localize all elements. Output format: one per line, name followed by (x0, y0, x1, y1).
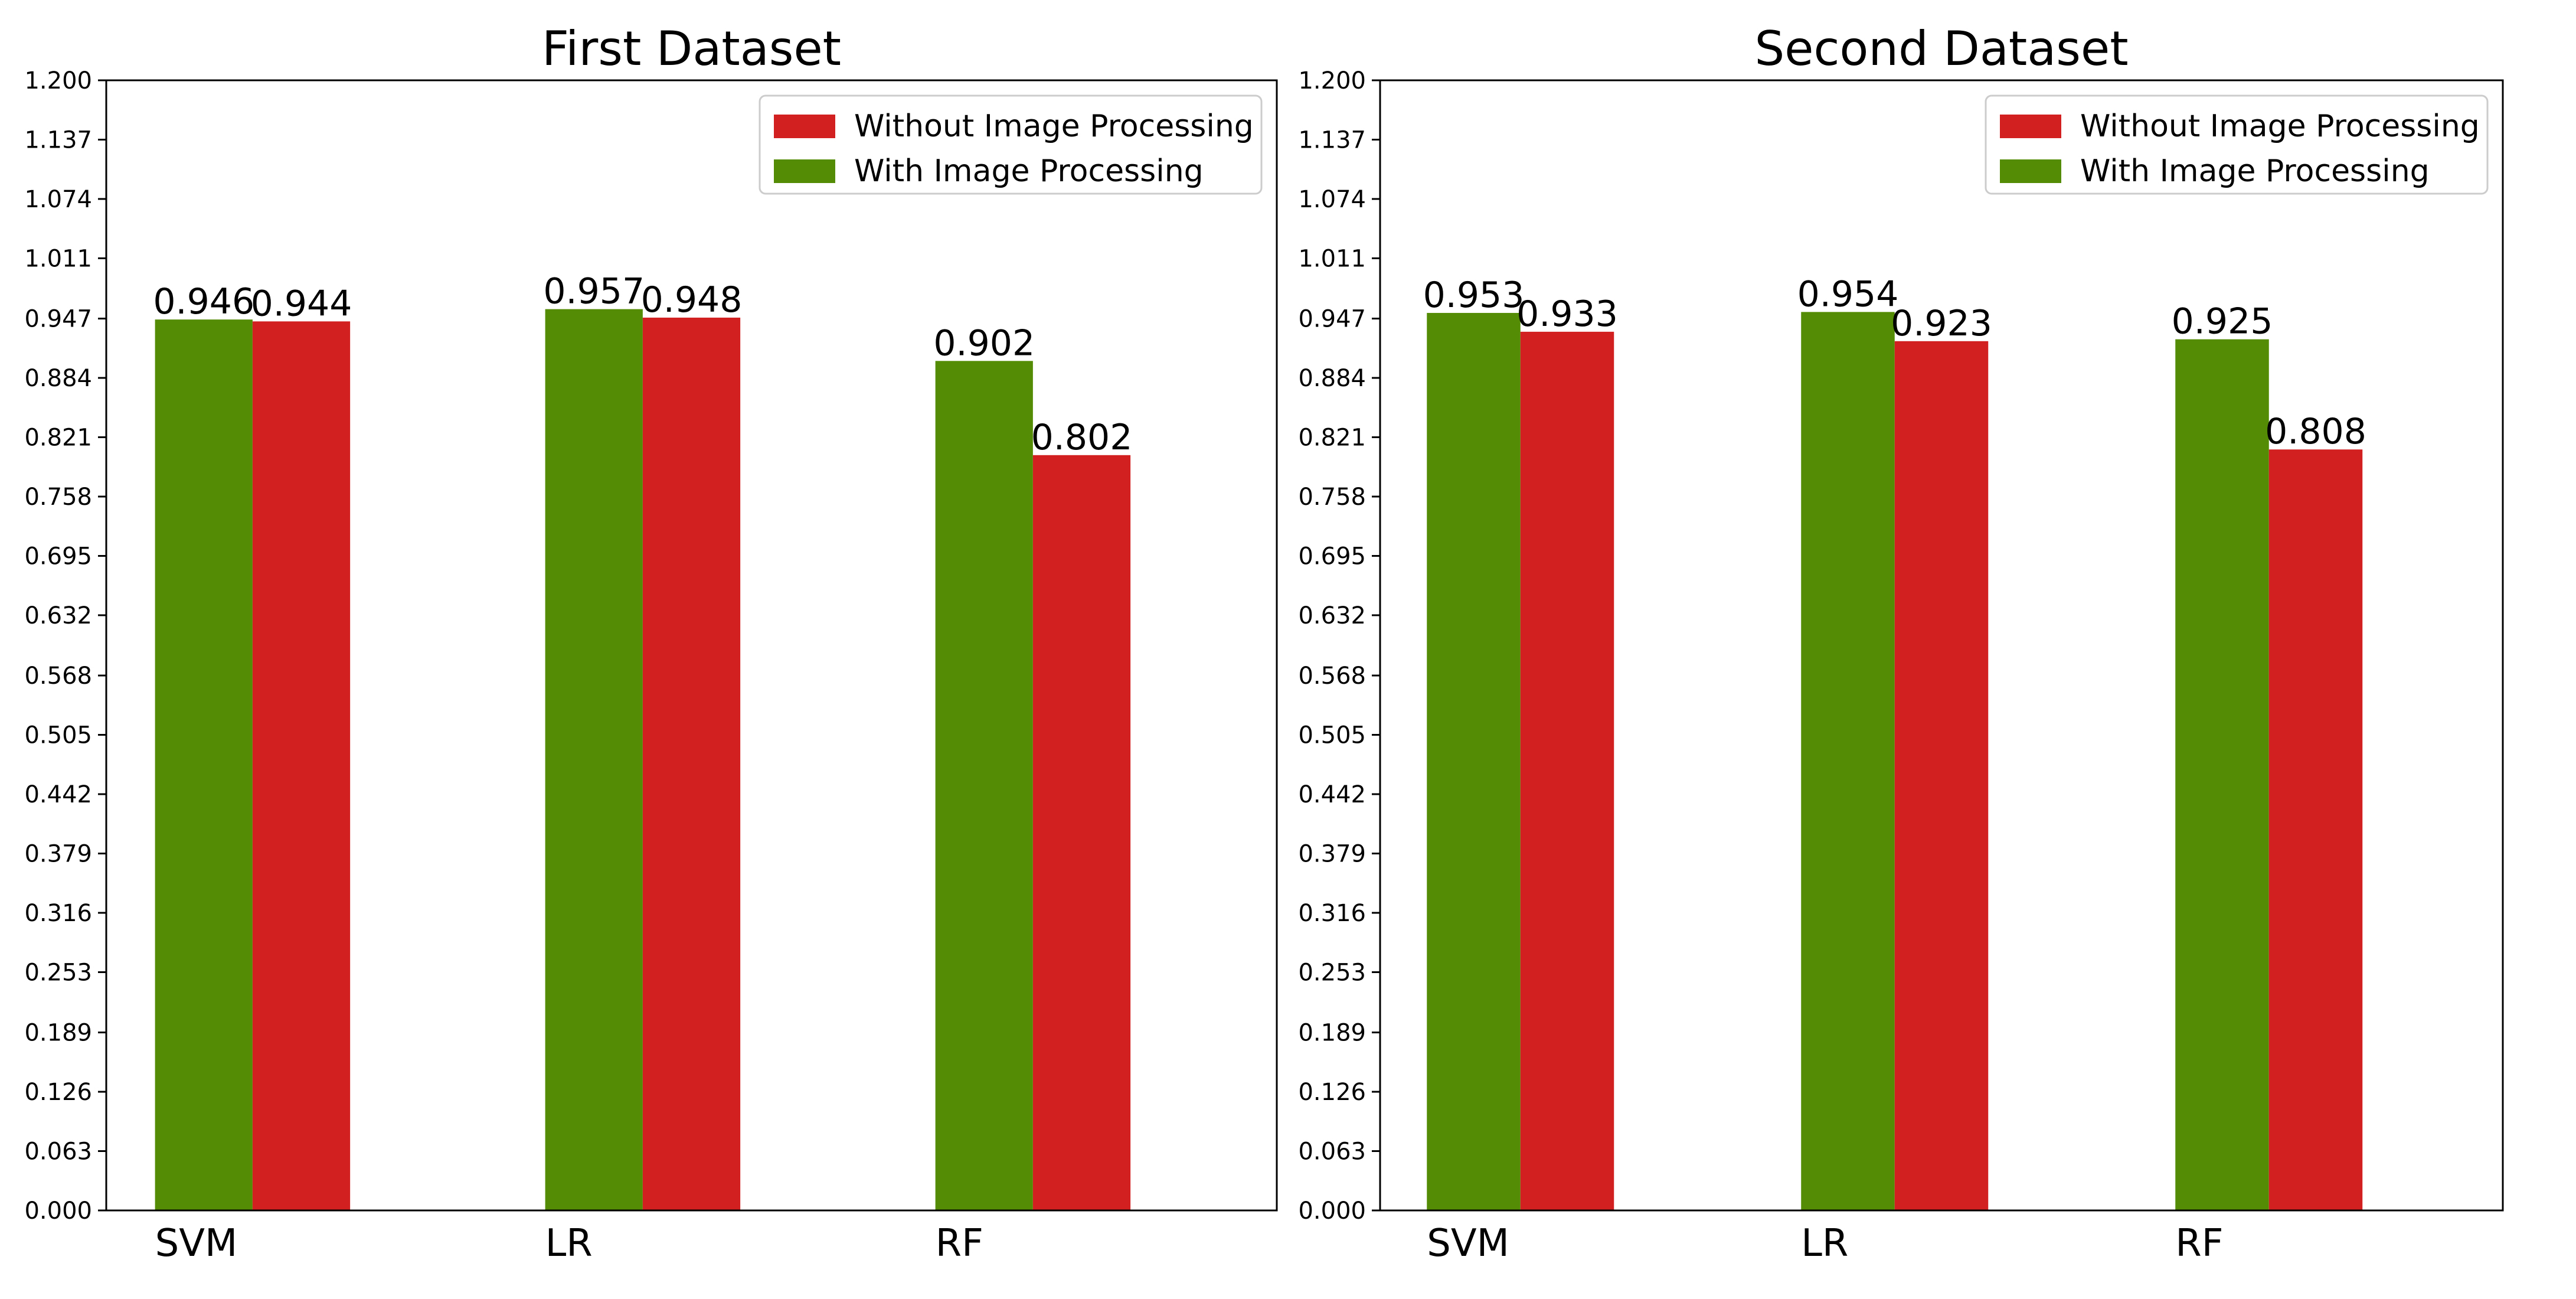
y-tick-label: 0.316 (24, 900, 92, 927)
y-tick-label: 0.000 (1298, 1197, 1366, 1225)
y-tick-label: 1.011 (1298, 245, 1366, 272)
y-tick-label: 1.137 (1298, 126, 1366, 154)
chart-title: Second Dataset (1754, 21, 2128, 76)
y-tick-label: 0.379 (1298, 840, 1366, 867)
y-tick-label: 0.568 (24, 662, 92, 690)
y-tick-label: 0.126 (1298, 1079, 1366, 1106)
legend-swatch (2000, 115, 2061, 138)
bar-svm-with-processing (155, 319, 253, 1210)
chart-second-dataset: Second Dataset 0.000 0.063 0.126 0.189 0.253 0… (1298, 21, 2504, 1265)
y-tick-label: 0.189 (24, 1020, 92, 1047)
bar-rf-with-processing (2175, 339, 2269, 1210)
y-tick-label: 0.253 (1298, 959, 1366, 986)
y-tick-label: 1.011 (24, 245, 92, 272)
bar-value-label: 0.946 (153, 281, 254, 322)
y-tick-label: 0.379 (24, 840, 92, 867)
y-tick-label: 0.695 (1298, 543, 1366, 570)
bar-value-label: 0.944 (251, 283, 352, 324)
y-tick-label: 0.316 (1298, 900, 1366, 927)
x-tick-label: LR (545, 1222, 593, 1265)
y-tick-label: 0.821 (24, 425, 92, 452)
legend-swatch (774, 115, 835, 138)
bar-rf-without-processing (2268, 449, 2363, 1210)
legend-label: With Image Processing (2080, 154, 2430, 189)
bar-lr-without-processing (642, 317, 741, 1211)
x-tick-label: RF (2175, 1222, 2223, 1265)
legend-label: Without Image Processing (854, 109, 1254, 144)
y-tick-label: 0.063 (24, 1138, 92, 1166)
y-tick-label: 0.884 (1298, 365, 1366, 392)
axes-frame (1379, 79, 2504, 1212)
y-tick-label: 0.126 (24, 1079, 92, 1106)
x-tick-label: LR (1801, 1222, 1848, 1265)
bar-value-label: 0.923 (1891, 303, 1992, 344)
y-tick-label: 0.442 (24, 781, 92, 808)
y-tick-label: 0.821 (1298, 425, 1366, 452)
y-tick-label: 0.758 (24, 484, 92, 511)
chart-title: First Dataset (542, 21, 841, 76)
legend-label: Without Image Processing (2080, 109, 2480, 144)
y-tick-label: 0.505 (24, 722, 92, 749)
bar-rf-with-processing (935, 361, 1033, 1210)
legend-box (759, 94, 1263, 195)
y-tick-label: 0.000 (24, 1197, 92, 1225)
y-tick-label: 0.758 (1298, 484, 1366, 511)
y-tick-label: 0.884 (24, 365, 92, 392)
y-tick-label: 0.947 (24, 306, 92, 333)
bar-svm-with-processing (1427, 312, 1521, 1210)
y-tick-label: 0.442 (1298, 781, 1366, 808)
y-tick-label: 0.632 (24, 602, 92, 629)
legend-box (1985, 94, 2489, 195)
legend-swatch (774, 159, 835, 183)
axes-frame (105, 79, 1278, 1212)
y-tick-label: 0.632 (1298, 602, 1366, 629)
bar-value-label: 0.802 (1031, 417, 1133, 458)
bar-value-label: 0.808 (2265, 411, 2366, 452)
y-tick-label: 0.695 (24, 543, 92, 570)
y-tick-label: 0.568 (1298, 662, 1366, 690)
y-tick-label: 0.063 (1298, 1138, 1366, 1166)
legend-label: With Image Processing (854, 154, 1204, 189)
chart-first-dataset: First Dataset 0.000 0.063 0.126 0.189 0.253 0.… (24, 21, 1278, 1265)
y-tick-label: 1.137 (24, 126, 92, 154)
x-tick-label: SVM (155, 1222, 238, 1265)
bar-svm-without-processing (252, 321, 351, 1210)
y-tick-label: 1.074 (24, 186, 92, 213)
bar-value-label: 0.925 (2172, 301, 2273, 342)
bar-svm-without-processing (1520, 331, 1614, 1210)
y-tick-label: 1.200 (1298, 67, 1366, 94)
bar-lr-with-processing (545, 309, 643, 1211)
y-tick-label: 0.253 (24, 959, 92, 986)
y-tick-label: 1.074 (1298, 186, 1366, 213)
y-tick-label: 1.200 (24, 67, 92, 94)
bar-value-label: 0.933 (1516, 293, 1618, 335)
bar-lr-without-processing (1894, 341, 1989, 1211)
bar-lr-with-processing (1801, 312, 1895, 1210)
bar-rf-without-processing (1032, 455, 1131, 1210)
bar-value-label: 0.948 (641, 279, 743, 321)
y-tick-label: 0.505 (1298, 722, 1366, 749)
y-tick-label: 0.947 (1298, 306, 1366, 333)
x-tick-label: RF (936, 1222, 983, 1265)
bar-value-label: 0.902 (933, 322, 1035, 364)
legend-swatch (2000, 159, 2061, 183)
bar-value-label: 0.954 (1797, 273, 1899, 315)
y-tick-label: 0.189 (1298, 1020, 1366, 1047)
bar-value-label: 0.953 (1423, 275, 1525, 316)
bar-value-label: 0.957 (543, 271, 645, 312)
x-tick-label: SVM (1427, 1222, 1509, 1265)
